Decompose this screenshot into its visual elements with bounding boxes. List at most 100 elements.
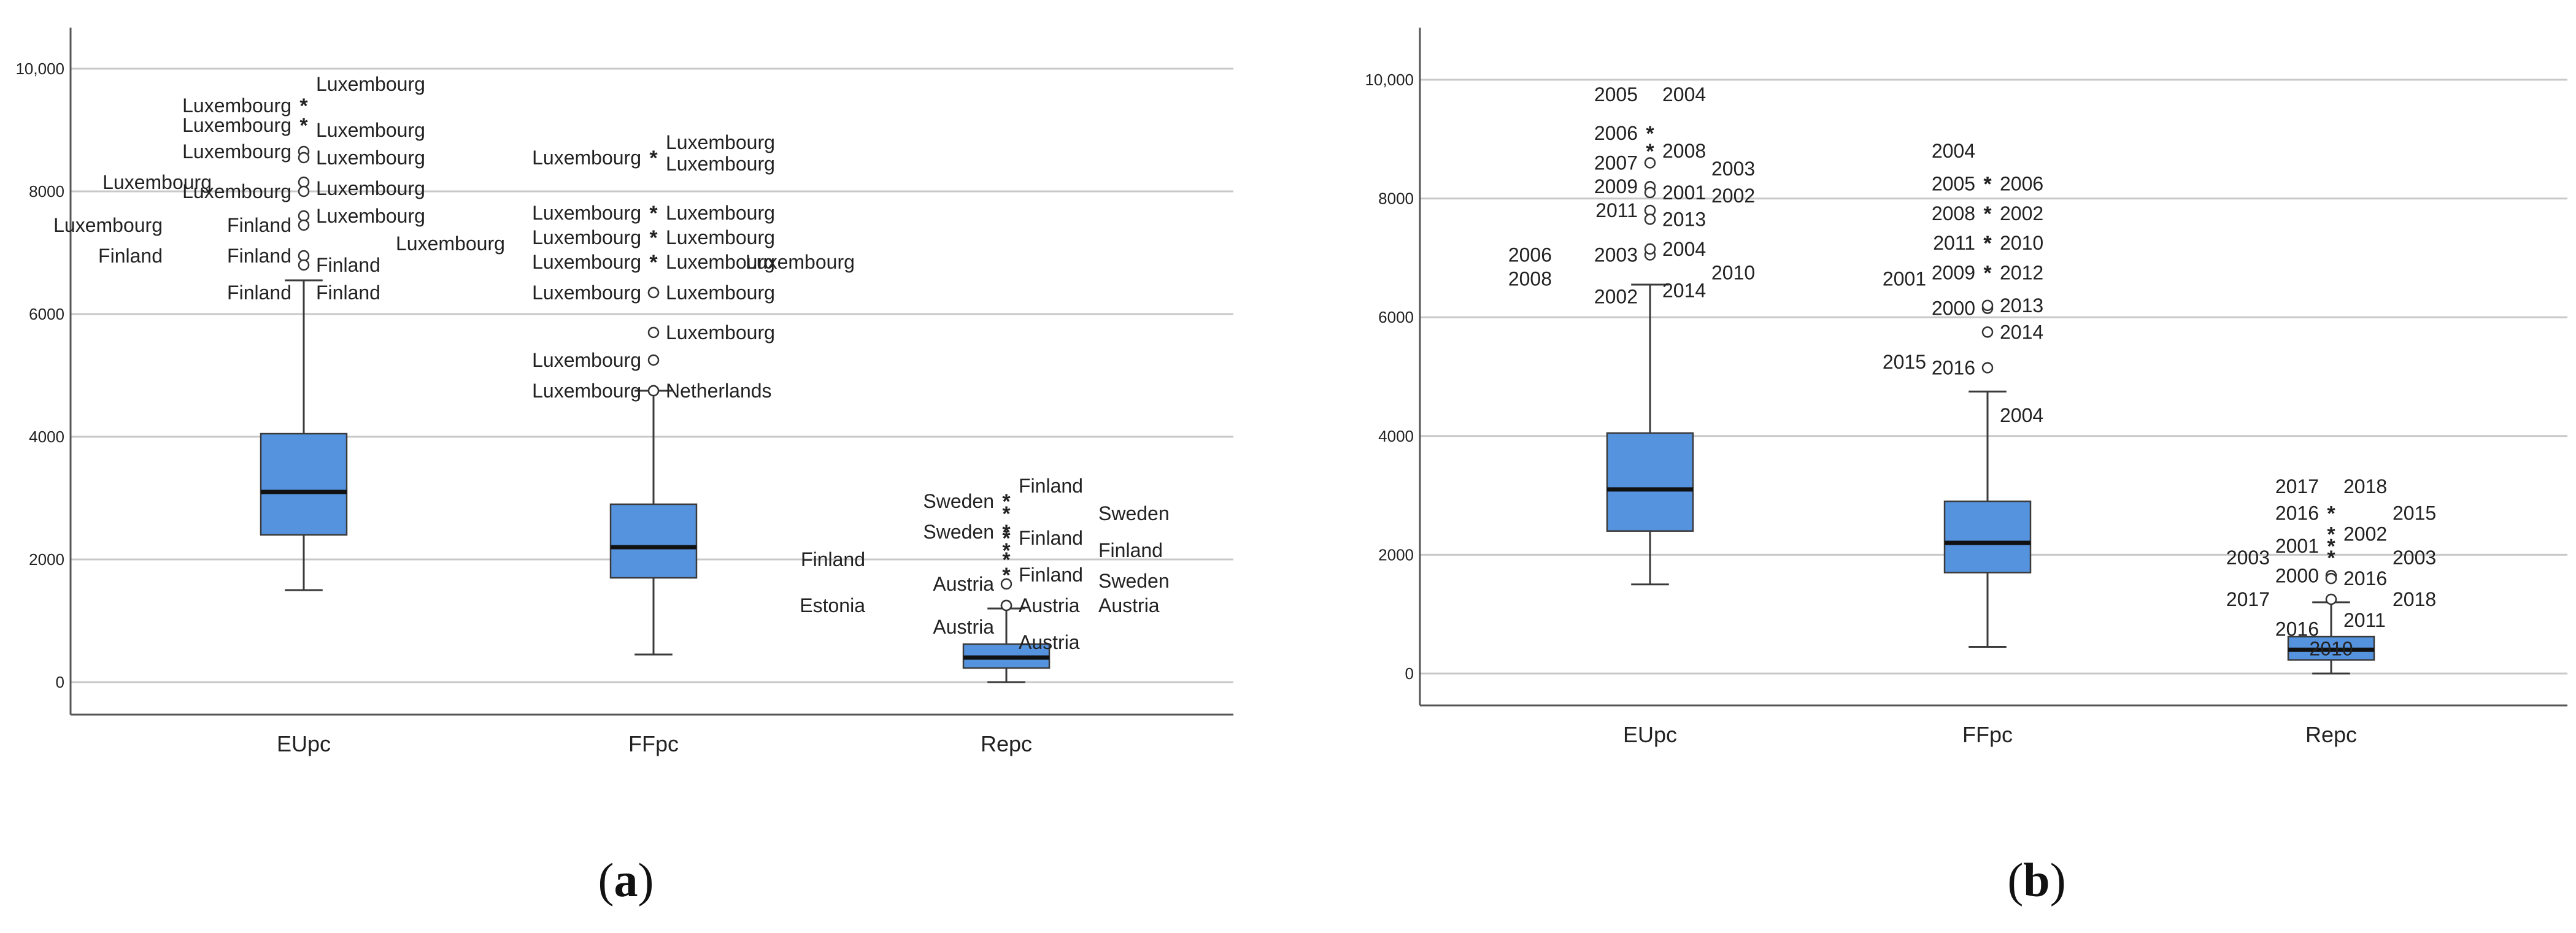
outlier-label: Luxembourg xyxy=(182,180,291,202)
outlier-label: 2011 xyxy=(2343,609,2386,631)
outlier-label: 2013 xyxy=(1662,208,1706,230)
outlier-label: Luxembourg xyxy=(532,380,641,402)
outlier-marker xyxy=(1644,213,1656,225)
outlier-label: Luxembourg xyxy=(532,226,641,248)
outlier-label: 2016 xyxy=(2275,618,2319,640)
y-tick-label: 0 xyxy=(56,673,64,691)
box-iqr xyxy=(260,432,348,536)
outlier-label: Luxembourg xyxy=(532,147,641,169)
outlier-label: 2015 xyxy=(1883,351,1926,373)
outlier-marker xyxy=(1644,186,1656,199)
box-repc xyxy=(2287,601,2375,675)
outlier-label: 2014 xyxy=(2000,321,2043,343)
outlier-label: 2002 xyxy=(2343,523,2387,545)
outlier-label: Estonia xyxy=(800,594,865,616)
outlier-label: Luxembourg xyxy=(182,94,291,117)
extreme-marker: * xyxy=(649,251,658,274)
outlier-label: Luxembourg xyxy=(666,202,775,224)
outlier-label: 2002 xyxy=(1711,185,1755,207)
outlier-label: 2003 xyxy=(2226,547,2270,569)
outlier-label: 2003 xyxy=(1711,158,1755,180)
outlier-marker xyxy=(298,152,310,164)
outlier-label: Luxembourg xyxy=(182,114,291,136)
extreme-marker: * xyxy=(1983,232,1992,255)
box-iqr xyxy=(1943,501,2032,574)
outlier-label: Luxembourg xyxy=(102,171,212,193)
extreme-marker: * xyxy=(2327,523,2335,547)
chart-panel-a: 0 2000 4000 6000 8000 10,000 EUpc FFpc Repc Luxem… xyxy=(15,28,1233,907)
y-tick-label: 4000 xyxy=(29,428,64,446)
outlier-label: Finland xyxy=(1019,564,1083,586)
outlier-marker xyxy=(1981,326,1994,338)
category-label: Repc xyxy=(981,731,1032,756)
y-tick-label: 4000 xyxy=(1378,427,1414,445)
outlier-label: 2004 xyxy=(1932,140,1975,162)
outlier-label: 2017 xyxy=(2226,588,2270,610)
extreme-marker: * xyxy=(1002,527,1011,550)
extreme-marker: * xyxy=(1002,502,1011,526)
outlier-label: 2005 xyxy=(1594,83,1638,106)
outlier-label: 2001 xyxy=(1662,182,1706,204)
outlier-label: Finland xyxy=(1019,475,1083,497)
outlier-label: Finland xyxy=(801,548,865,570)
box-eupc xyxy=(260,279,348,591)
outlier-label: Luxembourg xyxy=(666,226,775,248)
outlier-label: Finland xyxy=(1019,527,1083,549)
outlier-label: Finland xyxy=(316,254,380,276)
outlier-label: Netherlands xyxy=(666,380,772,402)
outlier-label: Luxembourg xyxy=(532,282,641,304)
outlier-marker xyxy=(1000,599,1012,612)
extreme-marker: * xyxy=(1646,140,1654,163)
outlier-label: Luxembourg xyxy=(316,73,425,95)
extreme-marker: * xyxy=(1983,172,1992,196)
outlier-label: 2006 xyxy=(2000,172,2043,194)
y-tick-label: 6000 xyxy=(29,305,64,323)
category-label: EUpc xyxy=(277,731,331,756)
outlier-label: 2005 xyxy=(1932,172,1975,194)
extreme-marker: * xyxy=(1983,262,1992,285)
outlier-label: Luxembourg xyxy=(532,349,641,371)
extreme-marker: * xyxy=(2327,535,2335,558)
y-tick-label: 6000 xyxy=(1378,308,1414,326)
extreme-marker: * xyxy=(649,147,658,170)
outlier-label: Luxembourg xyxy=(666,131,775,153)
outlier-label: 2018 xyxy=(2393,588,2436,610)
extreme-marker: * xyxy=(1983,202,1992,226)
outlier-label: 2006 xyxy=(1508,244,1552,266)
box-iqr xyxy=(1606,432,1694,532)
outlier-marker xyxy=(647,286,660,299)
extreme-marker: * xyxy=(1002,521,1011,544)
outlier-label: Finland xyxy=(227,282,291,304)
outlier-label: 2004 xyxy=(1662,238,1706,260)
outlier-label: Luxembourg xyxy=(532,251,641,273)
y-tick-label: 8000 xyxy=(1378,190,1414,208)
outlier-marker xyxy=(2325,572,2337,585)
outlier-label: 2016 xyxy=(2343,567,2387,589)
outlier-label: 2010 xyxy=(2000,232,2043,254)
category-label: FFpc xyxy=(628,731,679,756)
box-ffpc xyxy=(1943,390,2032,648)
outlier-label: Luxembourg xyxy=(532,202,641,224)
outlier-marker xyxy=(298,250,310,262)
y-tick-label: 0 xyxy=(1405,664,1414,683)
boxplot-chart-b: 0 2000 4000 6000 8000 10,000 EUpc FFpc Repc 2005 2… xyxy=(1365,28,2567,747)
outlier-label: 2010 xyxy=(1711,262,1755,284)
outlier-marker xyxy=(298,219,310,231)
outlier-label: 2000 xyxy=(1932,298,1975,320)
outlier-label: 2013 xyxy=(2000,294,2043,317)
outlier-label: 2011 xyxy=(1595,199,1638,221)
y-tick-label: 8000 xyxy=(29,182,64,201)
outlier-marker xyxy=(647,326,660,339)
outlier-marker xyxy=(1644,157,1656,169)
box-eupc xyxy=(1606,283,1694,586)
extreme-marker: * xyxy=(1002,490,1011,513)
outlier-label: Luxembourg xyxy=(53,214,163,236)
y-tick-label: 10,000 xyxy=(1365,71,1414,89)
outlier-label: Luxembourg xyxy=(666,321,775,344)
outlier-label: 2004 xyxy=(1662,83,1706,106)
outlier-label: 2016 xyxy=(1932,356,1975,378)
category-label: Repc xyxy=(2305,722,2357,747)
category-label: FFpc xyxy=(1962,722,2013,747)
outlier-label: Luxembourg xyxy=(316,205,425,227)
outlier-label: Luxembourg xyxy=(746,251,855,273)
